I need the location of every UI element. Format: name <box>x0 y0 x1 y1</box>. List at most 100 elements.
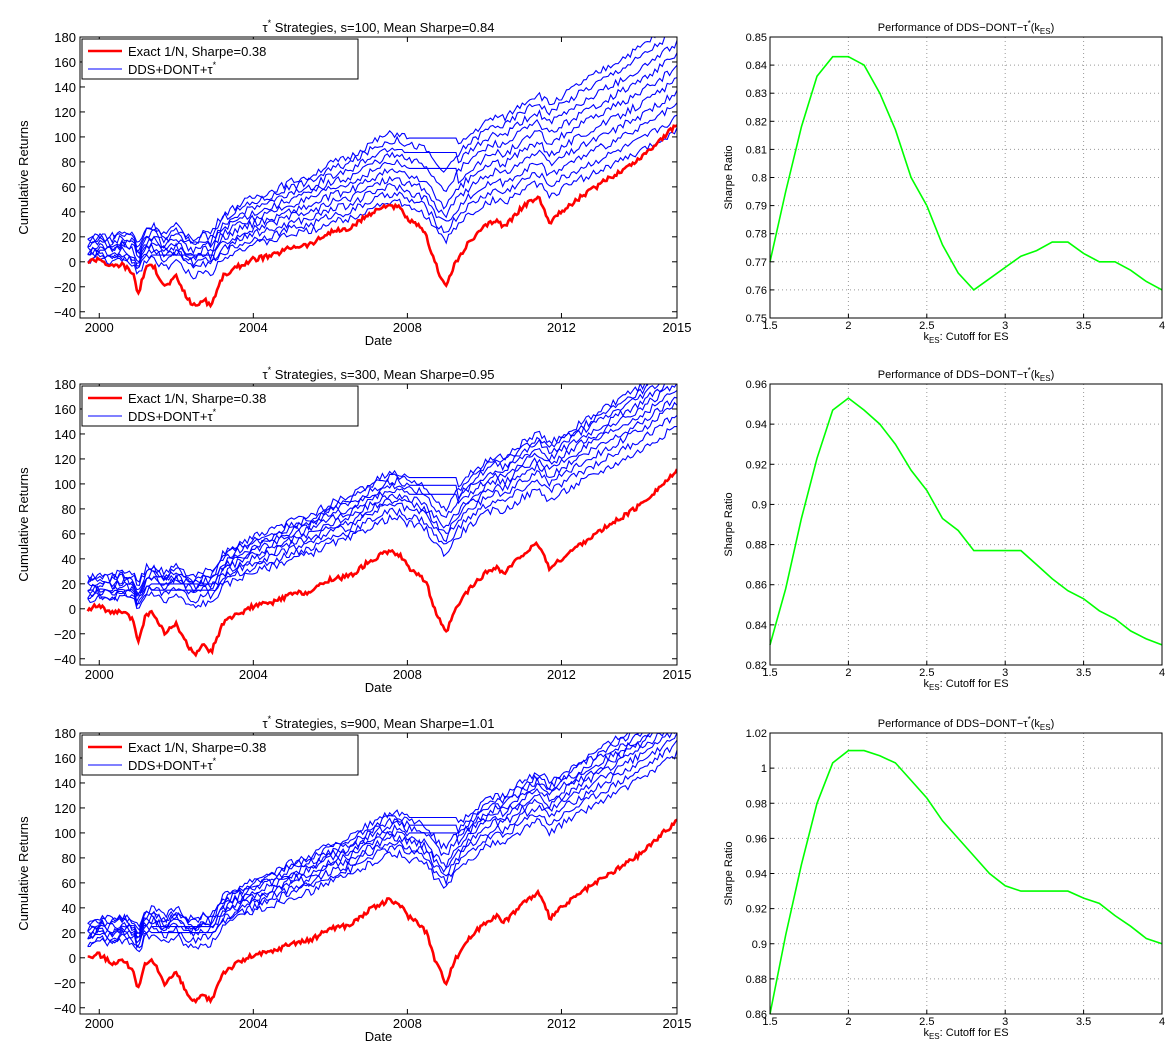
y-tick-label: 20 <box>62 577 76 592</box>
x-tick-label: 2.5 <box>919 320 934 332</box>
x-tick-label: 3 <box>1002 1016 1008 1028</box>
x-tick-label: 2 <box>845 667 851 679</box>
y-tick-label: 80 <box>62 502 76 517</box>
xlabel-k: k <box>923 678 929 690</box>
x-tick-label: 4 <box>1159 667 1165 679</box>
y-tick-label: 120 <box>54 452 76 467</box>
x-tick-label: 2.5 <box>919 1016 934 1028</box>
sharpe-panel-3: 0.96 0.94 0.92 0.9 0.88 0.86 0.84 0.821.5 2 2.5 3 3… <box>723 366 1165 692</box>
dds-series-line-2 <box>87 733 677 949</box>
legend-label-exact: Exact 1/N, Sharpe=0.38 <box>128 391 266 406</box>
dds-series-line-0 <box>87 426 677 610</box>
xlabel-k: k <box>923 331 929 343</box>
x-tick-label: 3 <box>1002 320 1008 332</box>
x-tick-label: 2008 <box>393 667 422 682</box>
title-main: Performance of DDS−DONT−τ <box>878 369 1028 381</box>
y-tick-label: 100 <box>54 477 76 492</box>
dds-series-line-0 <box>87 749 677 953</box>
x-axis-label: Date <box>365 680 392 695</box>
y-tick-label: 180 <box>54 30 76 45</box>
x-axis-label: Date <box>365 1029 392 1044</box>
y-tick-label: −40 <box>54 305 76 320</box>
sharpe-curve <box>769 749 1163 1015</box>
legend-dds-star: * <box>213 407 217 417</box>
xlabel-k: k <box>923 1027 929 1039</box>
title-star: * <box>1028 19 1031 28</box>
returns-panel-0: 180 160 140 120 100 80 60 40 20 0 −20 −40 2000 2004 20… <box>16 18 691 348</box>
dds-series-line-3 <box>87 396 677 603</box>
x-tick-label: 2 <box>845 320 851 332</box>
exact-series-line <box>87 124 677 309</box>
title-star: * <box>1028 715 1031 724</box>
x-tick-label: 1.5 <box>762 667 777 679</box>
legend-label-dds: DDS+DONT+τ* <box>128 407 217 424</box>
y-tick-label: 0.88 <box>746 540 767 552</box>
y-tick-label: 40 <box>62 205 76 220</box>
dds-series-line-1 <box>87 739 677 949</box>
y-tick-label: −40 <box>54 652 76 667</box>
legend-dds-main: DDS+DONT+τ <box>128 409 213 424</box>
y-tick-label: 20 <box>62 230 76 245</box>
y-tick-label: 0 <box>69 602 76 617</box>
x-tick-label: 1.5 <box>762 320 777 332</box>
y-tick-label: 0.96 <box>746 833 767 845</box>
y-tick-label: 0.94 <box>746 419 767 431</box>
y-axis-label: Cumulative Returns <box>16 816 31 931</box>
y-tick-label: 0.86 <box>746 1009 767 1021</box>
x-axis-label: kES: Cutoff for ES <box>923 331 1008 345</box>
legend-dds-main: DDS+DONT+τ <box>128 62 213 77</box>
title-tau: τ <box>263 716 269 731</box>
y-axis-label: Sharpe Ratio <box>723 145 735 209</box>
y-tick-label: −20 <box>54 976 76 991</box>
plot-frame <box>79 732 678 1015</box>
xlabel-rest: : Cutoff for ES <box>940 1027 1009 1039</box>
dds-series-line-8 <box>87 384 653 587</box>
xlabel-sub: ES <box>929 336 940 345</box>
dds-series-line-9 <box>87 384 649 583</box>
x-tick-label: 2012 <box>547 1016 576 1031</box>
y-tick-label: 60 <box>62 180 76 195</box>
y-tick-label: 0.79 <box>746 201 767 213</box>
plot-frame <box>769 383 1163 666</box>
dds-series-line-2 <box>87 102 677 269</box>
y-tick-label: 0.85 <box>746 32 767 44</box>
exact-series-line <box>86 468 677 658</box>
legend-label-dds: DDS+DONT+τ* <box>128 756 217 773</box>
x-tick-label: 2000 <box>85 1016 114 1031</box>
x-tick-label: 4 <box>1159 1016 1165 1028</box>
exact-series-line <box>87 818 677 1005</box>
returns-panel-2: 180 160 140 120 100 80 60 40 20 0 −20 −40 2000 2004 20… <box>16 365 691 695</box>
x-tick-label: 4 <box>1159 320 1165 332</box>
y-axis-label: Cumulative Returns <box>16 467 31 582</box>
y-tick-label: 180 <box>54 377 76 392</box>
dds-series-line-4 <box>87 733 665 940</box>
y-tick-label: 0.9 <box>752 499 767 511</box>
title-rest: Strategies, s=300, Mean Sharpe=0.95 <box>271 367 494 382</box>
title-paren-close: ) <box>1051 22 1055 34</box>
plot-frame <box>79 383 678 666</box>
y-tick-label: 0.77 <box>746 257 767 269</box>
chart-title: Performance of DDS−DONT−τ*(kES) <box>878 366 1054 383</box>
chart-title: Performance of DDS−DONT−τ*(kES) <box>878 715 1054 732</box>
x-tick-label: 3.5 <box>1076 320 1091 332</box>
sharpe-curve <box>769 397 1163 646</box>
x-tick-label: 2.5 <box>919 667 934 679</box>
title-rest: Strategies, s=900, Mean Sharpe=1.01 <box>271 716 494 731</box>
x-tick-label: 2000 <box>85 320 114 335</box>
title-main: Performance of DDS−DONT−τ <box>878 22 1028 34</box>
x-tick-label: 2012 <box>547 667 576 682</box>
x-tick-label: 3.5 <box>1076 1016 1091 1028</box>
plot-lines <box>86 384 677 658</box>
title-paren-open: (k <box>1031 718 1041 730</box>
y-tick-label: 160 <box>54 751 76 766</box>
legend-box <box>81 385 359 427</box>
legend-box <box>81 734 359 776</box>
x-tick-label: 2008 <box>393 1016 422 1031</box>
y-tick-label: 0.84 <box>746 60 767 72</box>
y-tick-label: 0.81 <box>746 144 767 156</box>
title-star: * <box>268 365 272 375</box>
